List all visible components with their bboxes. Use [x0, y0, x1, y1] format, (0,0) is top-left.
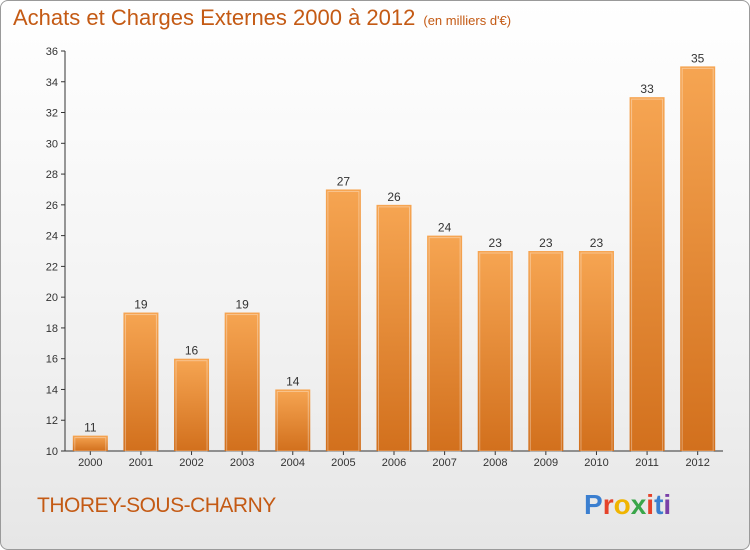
logo-letter: P [584, 489, 603, 520]
bar-highlight [681, 67, 714, 452]
bar [629, 97, 665, 452]
x-tick-label: 2000 [78, 457, 102, 469]
bar-highlight [631, 98, 664, 452]
bar [72, 435, 108, 451]
y-tick-label: 30 [46, 138, 58, 150]
chart-title-text: Achats et Charges Externes 2000 à 2012 [13, 5, 416, 30]
bar-highlight [276, 390, 309, 452]
data-label: 19 [235, 298, 249, 312]
bar-highlight [529, 252, 562, 452]
bar-highlight [226, 314, 259, 452]
logo-letter: i [663, 489, 672, 520]
x-tick-label: 2011 [635, 457, 659, 469]
x-tick-label: 2001 [129, 457, 153, 469]
y-tick-label: 20 [46, 292, 58, 304]
y-tick-label: 34 [46, 77, 58, 89]
logo-letter: t [654, 489, 664, 520]
y-tick-label: 28 [46, 169, 58, 181]
bars [72, 66, 716, 452]
logo-letter: x [630, 489, 647, 520]
x-tick-label: 2007 [432, 457, 456, 469]
x-tick-label: 2002 [179, 457, 203, 469]
y-tick-label: 24 [46, 231, 58, 243]
bar-highlight [428, 237, 461, 452]
chart-subtitle: (en milliers d'€) [423, 13, 512, 28]
bar [224, 312, 260, 451]
bar [427, 235, 463, 451]
y-tick-label: 16 [46, 354, 58, 366]
y-tick-label: 18 [46, 323, 58, 335]
y-tick-label: 22 [46, 261, 58, 273]
bar-highlight [175, 360, 208, 452]
data-label: 35 [691, 51, 705, 65]
bar [680, 66, 716, 451]
y-tick-label: 10 [46, 446, 58, 458]
data-label: 26 [387, 190, 401, 204]
x-tick-label: 2012 [685, 457, 709, 469]
data-label: 33 [640, 82, 654, 96]
logo-letter: o [613, 489, 631, 520]
x-tick-label: 2010 [584, 457, 608, 469]
chart-title: Achats et Charges Externes 2000 à 2012 (e… [13, 5, 511, 31]
data-label: 19 [134, 298, 148, 312]
x-tick-label: 2004 [281, 457, 305, 469]
bar [275, 389, 311, 451]
bar-highlight [479, 252, 512, 452]
data-label: 24 [438, 221, 452, 235]
commune-name: THOREY-SOUS-CHARNY [37, 494, 276, 517]
x-tick-label: 2005 [331, 457, 355, 469]
data-label: 11 [84, 421, 97, 435]
bar [325, 189, 361, 451]
bar [123, 312, 159, 451]
bar [578, 251, 614, 451]
data-labels: 11 19 16 19 14 27 26 24 23 23 23 33 35 [84, 51, 705, 434]
y-tick-label: 36 [46, 46, 58, 58]
data-label: 23 [590, 236, 604, 250]
x-tick-label: 2009 [534, 457, 558, 469]
data-label: 14 [286, 374, 300, 388]
logo-letter: i [646, 489, 655, 520]
x-tick-label: 2006 [382, 457, 406, 469]
data-label: 23 [539, 236, 553, 250]
bar [376, 204, 412, 451]
proxiti-logo[interactable]: Proxiti [584, 489, 671, 521]
bar-highlight [74, 437, 107, 452]
bar-highlight [327, 190, 360, 452]
bar-highlight [124, 314, 157, 452]
bar [477, 251, 513, 451]
logo-letter: r [602, 489, 614, 520]
bar-highlight [580, 252, 613, 452]
y-tick-label: 12 [46, 415, 58, 427]
bar [528, 251, 564, 451]
x-tick-label: 2003 [230, 457, 254, 469]
data-label: 27 [337, 174, 351, 188]
x-tick-label: 2008 [483, 457, 507, 469]
bar [174, 358, 210, 451]
y-tick-label: 14 [46, 384, 58, 396]
data-label: 16 [185, 344, 199, 358]
bar-highlight [378, 206, 410, 452]
axes: 10 12 14 16 18 20 22 24 26 28 30 32 34 36 2000 2001 2002… [46, 46, 723, 469]
y-tick-label: 32 [46, 108, 58, 120]
y-tick-label: 26 [46, 200, 58, 212]
data-label: 23 [489, 236, 503, 250]
